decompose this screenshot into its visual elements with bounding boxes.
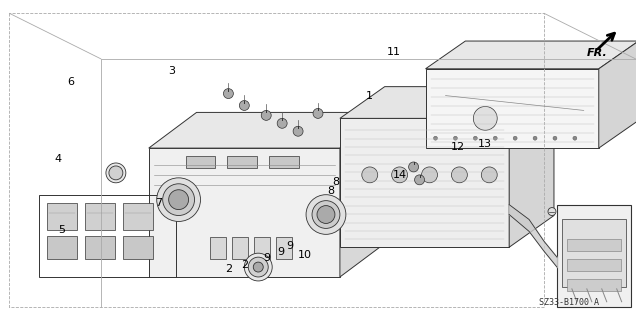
Polygon shape bbox=[254, 237, 270, 259]
Polygon shape bbox=[340, 118, 509, 247]
Polygon shape bbox=[85, 236, 115, 259]
Polygon shape bbox=[557, 204, 631, 307]
Polygon shape bbox=[123, 203, 153, 230]
Circle shape bbox=[493, 136, 497, 140]
Text: 14: 14 bbox=[392, 170, 407, 180]
Circle shape bbox=[248, 257, 268, 277]
Circle shape bbox=[473, 136, 477, 140]
Text: 12: 12 bbox=[451, 142, 465, 152]
Circle shape bbox=[306, 195, 346, 234]
Circle shape bbox=[312, 201, 340, 228]
Polygon shape bbox=[562, 220, 626, 287]
Text: 9: 9 bbox=[287, 241, 294, 251]
Circle shape bbox=[533, 136, 537, 140]
Polygon shape bbox=[123, 236, 153, 259]
Circle shape bbox=[261, 110, 271, 120]
Circle shape bbox=[169, 190, 189, 210]
Circle shape bbox=[313, 108, 323, 118]
Circle shape bbox=[482, 167, 497, 183]
Polygon shape bbox=[567, 259, 620, 271]
Circle shape bbox=[277, 118, 287, 128]
Polygon shape bbox=[233, 237, 248, 259]
Text: 11: 11 bbox=[386, 47, 400, 57]
Polygon shape bbox=[210, 237, 226, 259]
Polygon shape bbox=[340, 87, 554, 118]
Text: 10: 10 bbox=[297, 250, 311, 260]
Polygon shape bbox=[276, 237, 292, 259]
Circle shape bbox=[106, 163, 126, 183]
Circle shape bbox=[245, 253, 272, 281]
Circle shape bbox=[548, 208, 556, 215]
Circle shape bbox=[434, 136, 438, 140]
Text: 9: 9 bbox=[277, 247, 284, 257]
Circle shape bbox=[392, 167, 408, 183]
Circle shape bbox=[109, 166, 123, 180]
Polygon shape bbox=[426, 69, 599, 148]
Text: 6: 6 bbox=[68, 77, 75, 87]
Text: 9: 9 bbox=[263, 253, 270, 263]
Polygon shape bbox=[426, 41, 637, 69]
Polygon shape bbox=[47, 203, 77, 230]
Circle shape bbox=[473, 107, 497, 130]
Text: 4: 4 bbox=[55, 154, 62, 164]
Circle shape bbox=[415, 175, 424, 185]
Text: 3: 3 bbox=[168, 66, 175, 76]
Circle shape bbox=[408, 162, 419, 172]
Circle shape bbox=[317, 206, 335, 223]
Circle shape bbox=[224, 89, 233, 99]
Text: 8: 8 bbox=[333, 177, 340, 187]
Polygon shape bbox=[567, 279, 620, 291]
Circle shape bbox=[452, 167, 468, 183]
Circle shape bbox=[422, 167, 438, 183]
Circle shape bbox=[254, 262, 263, 272]
Polygon shape bbox=[185, 156, 215, 168]
Text: 7: 7 bbox=[155, 198, 162, 208]
Polygon shape bbox=[149, 148, 340, 277]
Text: 2: 2 bbox=[225, 264, 232, 275]
Text: SZ33-B1700 A: SZ33-B1700 A bbox=[539, 298, 599, 307]
Circle shape bbox=[454, 136, 457, 140]
Circle shape bbox=[157, 178, 201, 221]
Circle shape bbox=[293, 126, 303, 136]
Text: 5: 5 bbox=[58, 225, 65, 235]
Circle shape bbox=[162, 184, 194, 215]
Polygon shape bbox=[227, 156, 257, 168]
Circle shape bbox=[513, 136, 517, 140]
Polygon shape bbox=[47, 236, 77, 259]
Text: 1: 1 bbox=[366, 91, 373, 101]
Polygon shape bbox=[567, 239, 620, 251]
Polygon shape bbox=[340, 112, 388, 277]
Text: 13: 13 bbox=[478, 139, 492, 149]
Polygon shape bbox=[599, 41, 637, 148]
Circle shape bbox=[573, 136, 577, 140]
Polygon shape bbox=[509, 87, 554, 247]
Text: 2: 2 bbox=[241, 260, 248, 270]
Circle shape bbox=[362, 167, 378, 183]
Circle shape bbox=[553, 136, 557, 140]
Text: FR.: FR. bbox=[587, 48, 608, 58]
Polygon shape bbox=[269, 156, 299, 168]
Polygon shape bbox=[85, 203, 115, 230]
Circle shape bbox=[240, 100, 249, 110]
Text: 8: 8 bbox=[327, 186, 335, 196]
Polygon shape bbox=[149, 112, 388, 148]
